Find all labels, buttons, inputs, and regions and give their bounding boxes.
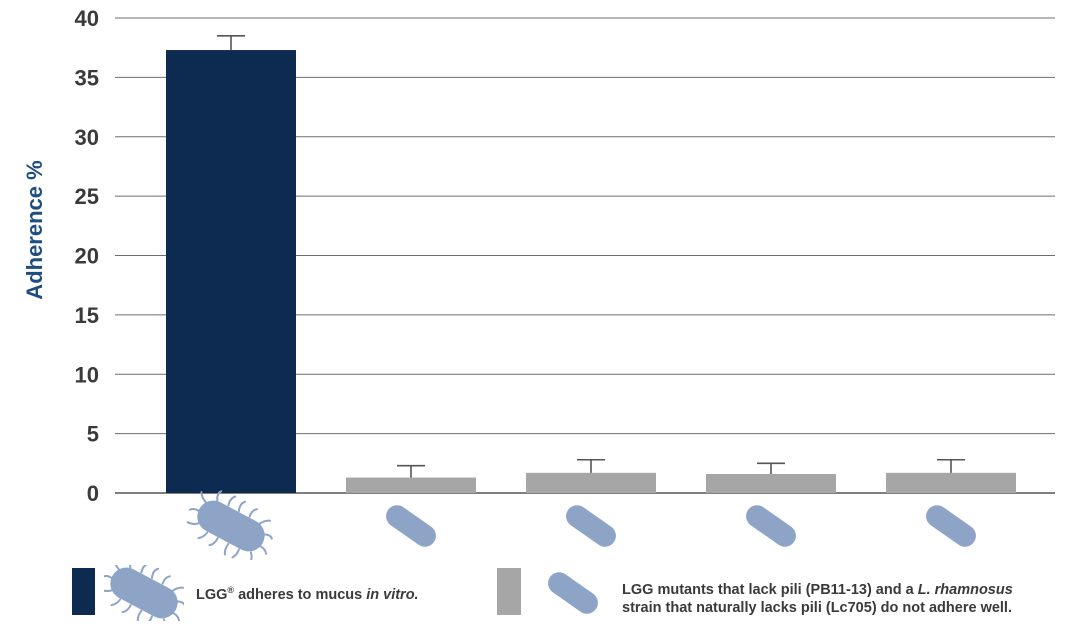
y-axis-label: Adherence % <box>22 160 47 299</box>
error-bar-4 <box>757 462 785 474</box>
legend-text-2: LGG mutants that lack pili (PB11-13) and… <box>622 582 1013 616</box>
y-tick-label: 10 <box>75 362 99 387</box>
bars <box>166 35 1016 493</box>
legend-text-1: LGG® adheres to mucus in vitro. <box>196 585 419 603</box>
bar-3 <box>526 472 656 493</box>
y-tick-label: 30 <box>75 125 99 150</box>
smooth-bacterium-icon <box>543 567 603 619</box>
legend: LGG® adheres to mucus in vitro. LGG muta… <box>0 560 1070 639</box>
adherence-bar-chart: Adherence % 0 5 10 15 20 25 30 35 40 <box>22 6 1055 560</box>
piliated-bacterium-icon <box>104 565 184 621</box>
y-tick-label: 25 <box>75 184 99 209</box>
y-tick-label: 20 <box>75 244 99 269</box>
smooth-bacterium-icon <box>381 500 441 552</box>
bar-5 <box>886 472 1016 493</box>
smooth-bacterium-icon <box>561 500 621 552</box>
y-tick-labels: 0 5 10 15 20 25 30 35 40 <box>75 6 99 506</box>
error-bar-3 <box>577 458 605 473</box>
smooth-bacterium-icon <box>741 500 801 552</box>
bar-2 <box>346 477 476 493</box>
legend-swatch-navy <box>72 568 95 615</box>
y-tick-label: 0 <box>87 481 99 506</box>
error-bar-1 <box>217 35 245 51</box>
smooth-bacterium-icon <box>921 500 981 552</box>
bar-1 <box>166 50 296 493</box>
error-bar-5 <box>937 458 965 473</box>
bar-4 <box>706 474 836 493</box>
error-bar-2 <box>397 464 425 478</box>
y-tick-label: 5 <box>87 422 99 447</box>
y-tick-label: 15 <box>75 303 99 328</box>
y-tick-label: 35 <box>75 65 99 90</box>
legend-swatch-gray <box>497 568 521 615</box>
y-tick-label: 40 <box>75 6 99 31</box>
